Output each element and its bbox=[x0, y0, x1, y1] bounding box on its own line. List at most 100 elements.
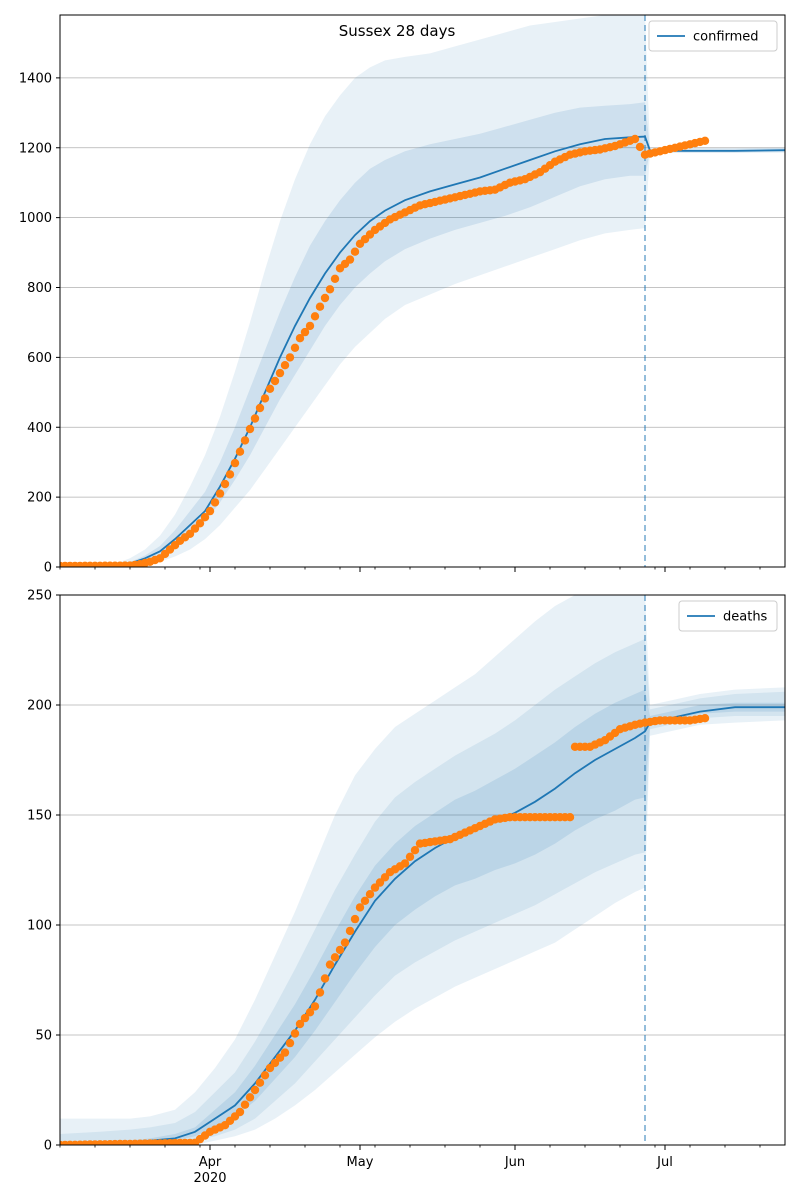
observed-point bbox=[255, 403, 265, 413]
observed-point bbox=[205, 506, 215, 516]
observed-point bbox=[245, 424, 255, 434]
observed-point bbox=[325, 960, 335, 969]
observed-point bbox=[280, 1048, 290, 1057]
observed-point bbox=[290, 1029, 300, 1038]
observed-point bbox=[275, 368, 285, 378]
observed-point bbox=[635, 142, 645, 152]
observed-point bbox=[250, 414, 260, 423]
x-tick-sublabel: 2020 bbox=[193, 1171, 226, 1186]
y-tick-label: 800 bbox=[27, 281, 52, 296]
y-tick-label: 250 bbox=[27, 589, 52, 604]
x-tick-label: Apr bbox=[199, 1155, 222, 1170]
axes-frame bbox=[59, 14, 786, 568]
observed-point bbox=[700, 714, 710, 723]
observed-point bbox=[315, 988, 325, 997]
observed-point bbox=[295, 334, 305, 343]
observed-point bbox=[255, 1078, 265, 1087]
observed-point bbox=[310, 312, 320, 321]
legend-box bbox=[678, 600, 778, 632]
figure-title: Sussex 28 days bbox=[339, 22, 456, 40]
observed-point bbox=[185, 529, 195, 538]
legend-box bbox=[648, 20, 778, 52]
observed-point bbox=[350, 247, 360, 256]
observed-point bbox=[360, 896, 370, 905]
y-tick-label: 0 bbox=[44, 561, 52, 576]
legend-label: deaths bbox=[723, 610, 768, 625]
observed-point bbox=[335, 945, 345, 955]
observed-point bbox=[270, 1058, 280, 1068]
plot-area bbox=[60, 15, 785, 567]
observed-point bbox=[210, 498, 220, 507]
y-tick-label: 150 bbox=[27, 809, 52, 824]
observed-point bbox=[350, 914, 360, 924]
observed-point bbox=[310, 1002, 320, 1011]
legend-label: confirmed bbox=[693, 30, 759, 45]
observed-point bbox=[340, 938, 350, 947]
x-tick-label: May bbox=[347, 1155, 374, 1170]
observed-point bbox=[410, 846, 420, 855]
observed-point bbox=[330, 953, 340, 962]
observed-point bbox=[200, 513, 210, 522]
observed-point bbox=[290, 343, 300, 352]
observed-point bbox=[250, 1085, 260, 1095]
observed-point bbox=[280, 361, 290, 370]
observed-point bbox=[265, 384, 275, 393]
observed-point bbox=[345, 926, 355, 936]
y-tick-label: 200 bbox=[27, 699, 52, 714]
observed-point bbox=[300, 1013, 310, 1023]
axes-frame bbox=[59, 594, 786, 1146]
observed-point bbox=[190, 524, 200, 533]
observed-point bbox=[270, 376, 280, 386]
observed-point bbox=[325, 285, 335, 294]
observed-point bbox=[230, 458, 240, 468]
uncertainty-band-outer bbox=[60, 15, 785, 567]
model-median-line bbox=[60, 706, 785, 1145]
plot-area bbox=[60, 595, 785, 1145]
observed-point bbox=[220, 479, 230, 489]
y-tick-label: 1200 bbox=[19, 141, 52, 156]
observed-point bbox=[260, 394, 270, 403]
observed-point bbox=[330, 274, 340, 283]
observed-point bbox=[405, 852, 415, 861]
observed-point bbox=[285, 1038, 295, 1048]
uncertainty-band-mid bbox=[60, 639, 785, 1145]
observed-point bbox=[565, 813, 575, 822]
x-tick-label: Jun bbox=[504, 1155, 525, 1170]
legend: confirmed bbox=[648, 20, 778, 52]
observed-point bbox=[375, 878, 385, 887]
observed-point bbox=[320, 293, 330, 303]
observed-point bbox=[365, 890, 375, 899]
observed-point bbox=[285, 353, 295, 362]
legend: deaths bbox=[678, 600, 778, 632]
observed-point bbox=[320, 974, 330, 983]
y-tick-label: 1000 bbox=[19, 211, 52, 226]
observed-point bbox=[260, 1071, 270, 1080]
observed-point bbox=[700, 136, 710, 145]
uncertainty-band-inner bbox=[60, 689, 785, 1145]
y-tick-label: 50 bbox=[35, 1029, 52, 1044]
observed-point bbox=[225, 470, 235, 479]
model-median-line bbox=[60, 135, 785, 567]
observed-point bbox=[630, 134, 640, 144]
observed-point bbox=[315, 302, 325, 311]
observed-point bbox=[345, 255, 355, 264]
observed-point bbox=[240, 1100, 250, 1109]
y-tick-label: 0 bbox=[44, 1139, 52, 1154]
uncertainty-band-outer bbox=[60, 595, 785, 1145]
observed-point bbox=[305, 1008, 315, 1017]
observed-point bbox=[235, 447, 245, 456]
observed-point bbox=[305, 321, 315, 331]
observed-point bbox=[355, 903, 365, 912]
observed-point bbox=[245, 1093, 255, 1102]
y-tick-label: 1400 bbox=[19, 71, 52, 86]
observed-point bbox=[400, 859, 410, 868]
observed-point bbox=[300, 327, 310, 337]
y-tick-label: 600 bbox=[27, 351, 52, 366]
y-tick-label: 400 bbox=[27, 421, 52, 436]
panel-top: 0 200 400 600 800 1000 1200 1400 confirmed bbox=[19, 14, 786, 576]
y-tick-label: 200 bbox=[27, 491, 52, 506]
observed-point bbox=[240, 436, 250, 445]
y-tick-label: 100 bbox=[27, 919, 52, 934]
